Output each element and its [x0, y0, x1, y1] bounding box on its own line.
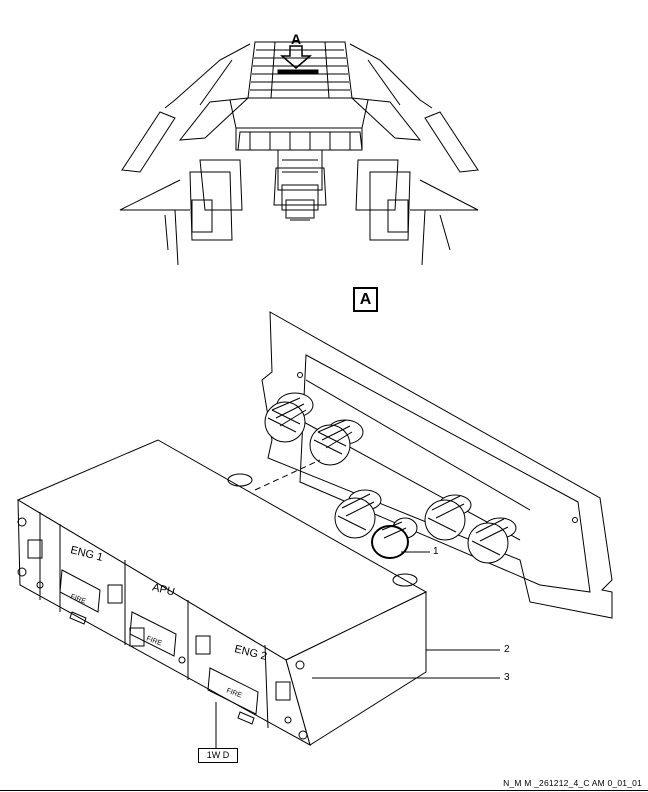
callout-3: 3 [504, 672, 510, 683]
windshield [121, 43, 479, 173]
center-pedestal [273, 167, 327, 221]
callout-2: 2 [504, 644, 510, 655]
cockpit-overview [119, 41, 479, 266]
bottom-rule [0, 790, 648, 791]
view-a-box: A [353, 287, 378, 312]
connector-item-1 [371, 517, 418, 559]
connector-receptacles [254, 392, 517, 564]
fire-panel-box [16, 439, 500, 748]
view-a-arrow [277, 45, 319, 75]
connector-upper-right [309, 419, 364, 466]
view-arrow-label: A [291, 31, 302, 47]
connector-lower-4 [467, 517, 517, 564]
forward-label: 1W D [198, 748, 238, 763]
main-instrument-panel [237, 131, 363, 191]
right-console [355, 159, 479, 266]
connector-lower-1 [334, 489, 382, 539]
figure-reference: N_M M _261212_4_C AM 0_01_01 [503, 778, 642, 788]
callout-1: 1 [433, 546, 439, 557]
connector-lower-3 [424, 494, 472, 541]
left-console [119, 159, 243, 266]
front-face-details [17, 512, 308, 740]
connector-upper-left [264, 392, 314, 443]
